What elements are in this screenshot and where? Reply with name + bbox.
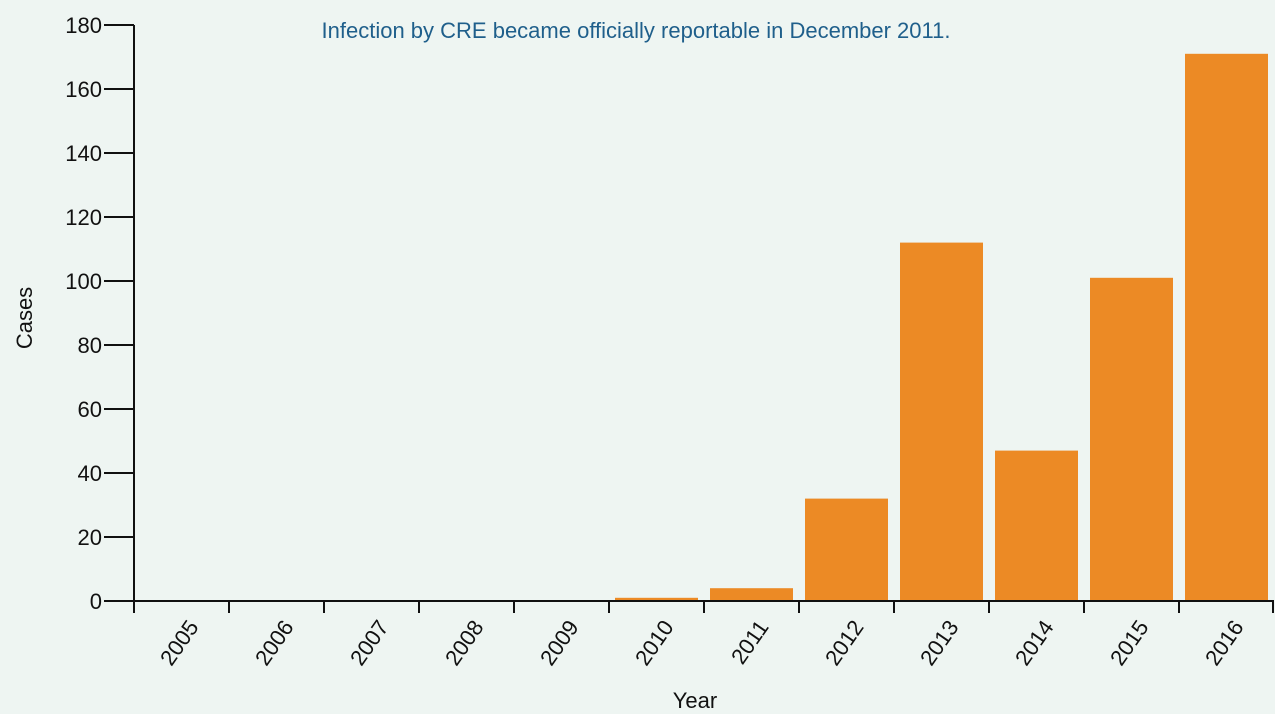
x-tick-label-2005: 2005 <box>155 616 204 670</box>
x-tick-label-2007: 2007 <box>345 616 394 670</box>
bar-2014 <box>995 450 1078 601</box>
bar-2015 <box>1090 277 1173 601</box>
y-axis: 0 20 40 60 80 100 120 140 160 180 <box>65 13 135 614</box>
y-tick-label-0: 0 <box>90 589 102 614</box>
x-tick-label-2016: 2016 <box>1200 616 1249 670</box>
bar-2013 <box>900 242 983 601</box>
y-tick-label-20: 20 <box>78 525 102 550</box>
y-tick-label-80: 80 <box>78 333 102 358</box>
chart-annotation: Infection by CRE became officially repor… <box>322 18 951 43</box>
y-tick-label-180: 180 <box>65 13 102 38</box>
y-tick-label-140: 140 <box>65 141 102 166</box>
bars-group <box>615 53 1268 602</box>
y-tick-label-40: 40 <box>78 461 102 486</box>
x-tick-label-2011: 2011 <box>726 616 774 669</box>
y-tick-label-60: 60 <box>78 397 102 422</box>
bar-2010 <box>615 597 698 601</box>
x-tick-label-2009: 2009 <box>535 616 584 670</box>
bar-2012 <box>805 498 888 601</box>
y-tick-label-160: 160 <box>65 77 102 102</box>
y-tick-label-100: 100 <box>65 269 102 294</box>
x-tick-label-2010: 2010 <box>630 616 679 670</box>
y-axis-title: Cases <box>12 287 37 349</box>
bar-2016 <box>1185 53 1268 602</box>
x-tick-label-2013: 2013 <box>915 616 964 670</box>
x-tick-label-2015: 2015 <box>1105 616 1154 670</box>
x-tick-label-2006: 2006 <box>250 616 299 670</box>
x-tick-label-2012: 2012 <box>820 616 869 670</box>
bar-2011 <box>710 588 793 601</box>
x-tick-label-2008: 2008 <box>440 616 489 670</box>
x-axis-title: Year <box>673 688 717 713</box>
x-axis: 2005 2006 2007 2008 2009 2010 2011 2012 2013 2014… <box>133 600 1274 670</box>
y-tick-label-120: 120 <box>65 205 102 230</box>
x-tick-label-2014: 2014 <box>1010 616 1059 670</box>
